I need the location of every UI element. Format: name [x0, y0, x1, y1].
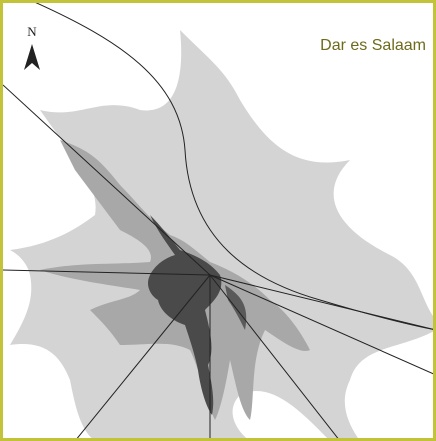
road: [3, 84, 211, 276]
urban-core-dark: [147, 215, 222, 415]
coastline: [35, 3, 433, 330]
road: [209, 274, 433, 375]
compass-label: N: [27, 24, 37, 39]
map-title: Dar es Salaam: [320, 37, 426, 54]
road: [209, 274, 433, 330]
road: [76, 274, 211, 438]
compass-arrow: [24, 44, 40, 70]
road: [3, 269, 211, 276]
road: [209, 274, 339, 438]
road-lines: [3, 3, 433, 438]
map-area: [3, 3, 433, 438]
